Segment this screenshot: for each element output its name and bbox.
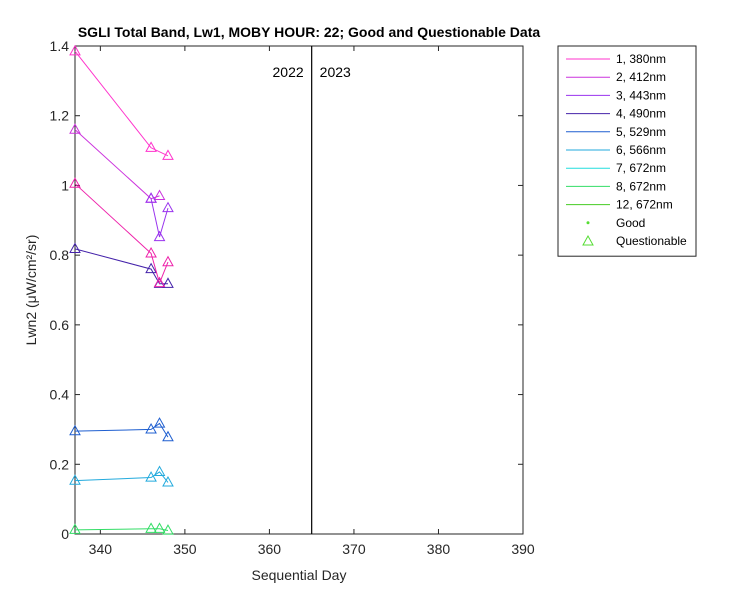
data-point <box>145 141 157 152</box>
y-tick-label: 0.4 <box>50 387 70 403</box>
data-point <box>162 201 174 213</box>
series-5-529nm <box>69 417 174 442</box>
x-tick-label: 380 <box>427 541 451 557</box>
legend-entry: Questionable <box>616 234 687 248</box>
legend-marker-good <box>586 221 590 225</box>
data-point <box>162 475 174 487</box>
data-point <box>162 149 174 160</box>
legend: 1, 380nm 2, 412nm 3, 443nm 4, 490nm 5, 529nm… <box>557 45 697 257</box>
data-point <box>145 246 157 258</box>
data-point <box>162 277 174 288</box>
chart-title: SGLI Total Band, Lw1, MOBY HOUR: 22; Goo… <box>78 24 541 40</box>
series-layer <box>69 44 174 535</box>
data-point <box>145 471 157 482</box>
data-point <box>153 522 166 533</box>
data-point <box>145 262 157 274</box>
series-8-672nm <box>69 522 174 535</box>
series-line <box>74 50 169 157</box>
x-tick-label: 340 <box>89 541 113 557</box>
legend-entry: 5, 529nm <box>616 125 666 139</box>
data-point <box>153 276 166 288</box>
data-point <box>69 523 81 534</box>
y-tick-label: 1 <box>61 177 69 193</box>
annotation-2022: 2022 <box>273 64 304 80</box>
series-line <box>150 198 169 238</box>
x-tick-label: 390 <box>511 541 535 557</box>
plot-frame <box>74 45 524 535</box>
legend-entry: 2, 412nm <box>616 70 666 84</box>
data-point <box>145 192 157 203</box>
legend-entry: 4, 490nm <box>616 107 666 121</box>
x-tick-label: 370 <box>342 541 366 557</box>
data-point <box>69 44 81 56</box>
x-tick-label: 350 <box>173 541 197 557</box>
x-tick-label: 360 <box>258 541 282 557</box>
data-point <box>153 417 166 428</box>
y-tick-label: 1.4 <box>50 38 70 54</box>
series-6-566nm <box>69 465 174 487</box>
series-magenta-pink <box>69 177 174 288</box>
data-point <box>153 189 166 200</box>
legend-marker-questionable <box>582 234 594 246</box>
data-point <box>145 422 157 434</box>
x-axis-title: Sequential Day <box>252 567 347 583</box>
data-point <box>153 230 166 242</box>
y-tick-label: 0.8 <box>50 247 70 263</box>
data-point <box>69 424 81 436</box>
y-tick-label: 0.6 <box>50 317 70 333</box>
legend-entry: 1, 380nm <box>616 52 666 66</box>
data-point <box>69 123 81 134</box>
legend-entry: 6, 566nm <box>616 143 666 157</box>
series-line <box>74 183 169 285</box>
annotation-2023: 2023 <box>320 64 351 80</box>
legend-entry: 7, 672nm <box>616 161 666 175</box>
series-1-380nm <box>69 44 174 160</box>
data-point <box>162 430 174 442</box>
y-tick-label: 0 <box>61 526 69 542</box>
axis-ticks: 340 350 360 370 380 390 0 0.2 0.4 0.6 0.8 1 1.2 1.4 <box>50 38 535 557</box>
data-point <box>162 524 174 535</box>
series-line <box>74 528 169 532</box>
legend-entry: 12, 672nm <box>616 198 673 212</box>
legend-box <box>557 45 697 257</box>
plot-area <box>74 45 524 535</box>
legend-entry: 8, 672nm <box>616 179 666 193</box>
legend-entry: 3, 443nm <box>616 88 666 102</box>
series-3-443nm <box>145 192 174 242</box>
y-axis-title: Lwn2 (μW/cm²/sr) <box>23 235 39 346</box>
data-point <box>69 177 81 188</box>
legend-entry: Good <box>616 216 645 230</box>
data-point <box>162 255 174 267</box>
data-point <box>69 474 81 485</box>
data-point <box>145 522 157 533</box>
data-point <box>69 242 81 253</box>
series-line <box>74 248 168 285</box>
y-tick-label: 0.2 <box>50 456 70 472</box>
data-point <box>153 465 166 477</box>
y-tick-label: 1.2 <box>50 108 70 124</box>
